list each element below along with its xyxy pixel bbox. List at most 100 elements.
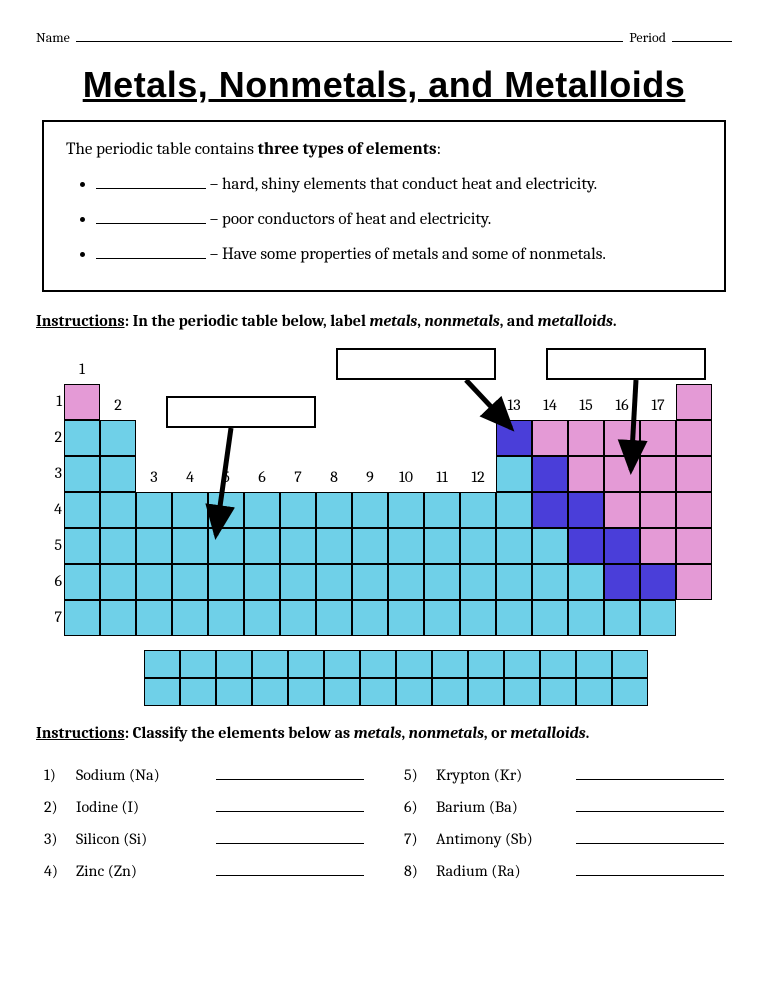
pt-cell bbox=[352, 384, 388, 420]
pt-cell bbox=[100, 384, 136, 420]
pt-cell bbox=[532, 528, 568, 564]
pt-cell bbox=[352, 600, 388, 636]
pt-cell bbox=[64, 564, 100, 600]
pt-cell bbox=[208, 456, 244, 492]
pt-fblock-cell bbox=[540, 678, 576, 706]
pt-fblock-cell bbox=[360, 678, 396, 706]
pt-cell bbox=[64, 384, 100, 420]
pt-cell bbox=[496, 384, 532, 420]
pt-fblock-cell bbox=[360, 650, 396, 678]
instructions-1: Instructions: In the periodic table belo… bbox=[36, 312, 732, 330]
pt-cell bbox=[280, 600, 316, 636]
answer-blank[interactable] bbox=[576, 830, 724, 844]
pt-cell bbox=[640, 456, 676, 492]
row-label: 2 bbox=[44, 428, 62, 446]
answer-blank[interactable] bbox=[216, 830, 364, 844]
pt-cell bbox=[460, 600, 496, 636]
pt-cell bbox=[352, 528, 388, 564]
pt-cell bbox=[64, 528, 100, 564]
classify-num: 5) bbox=[404, 766, 426, 784]
pt-cell bbox=[172, 528, 208, 564]
answer-blank[interactable] bbox=[216, 766, 364, 780]
pt-fblock-cell bbox=[324, 678, 360, 706]
periodic-table: 1 2 18 3456789101112 1314151617 1234567 bbox=[36, 340, 732, 710]
pt-fblock-cell bbox=[324, 650, 360, 678]
intro-bullet-2: – poor conductors of heat and electricit… bbox=[96, 206, 702, 235]
pt-main-grid bbox=[64, 384, 712, 636]
pt-fblock-cell bbox=[144, 678, 180, 706]
pt-fblock-cell bbox=[288, 678, 324, 706]
pt-cell bbox=[460, 564, 496, 600]
pt-cell bbox=[640, 420, 676, 456]
pt-cell bbox=[424, 600, 460, 636]
pt-cell bbox=[604, 492, 640, 528]
pt-cell bbox=[532, 600, 568, 636]
classify-name: Radium (Ra) bbox=[436, 862, 566, 880]
pt-cell bbox=[676, 384, 712, 420]
pt-cell bbox=[208, 564, 244, 600]
classify-item: 4)Zinc (Zn) bbox=[44, 862, 364, 880]
pt-cell bbox=[172, 564, 208, 600]
pt-cell bbox=[460, 420, 496, 456]
pt-cell bbox=[496, 528, 532, 564]
pt-cell bbox=[352, 492, 388, 528]
label-box-2[interactable] bbox=[336, 348, 496, 380]
pt-cell bbox=[388, 420, 424, 456]
classify-item: 7)Antimony (Sb) bbox=[404, 830, 724, 848]
pt-cell bbox=[136, 564, 172, 600]
pt-cell bbox=[676, 492, 712, 528]
label-box-1[interactable] bbox=[166, 396, 316, 428]
pt-cell bbox=[496, 564, 532, 600]
classify-name: Iodine (I) bbox=[76, 798, 206, 816]
answer-blank[interactable] bbox=[576, 862, 724, 876]
pt-cell bbox=[136, 600, 172, 636]
pt-fblock-cell bbox=[612, 678, 648, 706]
pt-cell bbox=[136, 528, 172, 564]
blank-3[interactable] bbox=[96, 245, 206, 259]
pt-cell bbox=[208, 528, 244, 564]
row-label: 5 bbox=[44, 536, 62, 554]
pt-cell bbox=[568, 492, 604, 528]
answer-blank[interactable] bbox=[576, 766, 724, 780]
pt-cell bbox=[64, 456, 100, 492]
label-box-3[interactable] bbox=[546, 348, 706, 380]
pt-cell bbox=[352, 456, 388, 492]
blank-2[interactable] bbox=[96, 210, 206, 224]
classify-item: 5)Krypton (Kr) bbox=[404, 766, 724, 784]
intro-box: The periodic table contains three types … bbox=[42, 120, 726, 292]
pt-cell bbox=[532, 564, 568, 600]
classify-item: 8) Radium (Ra) bbox=[404, 862, 724, 880]
name-blank[interactable] bbox=[76, 28, 623, 42]
classify-item: 2)Iodine (I) bbox=[44, 798, 364, 816]
classify-right: 5)Krypton (Kr)6)Barium (Ba)7)Antimony (S… bbox=[404, 752, 724, 894]
pt-cell bbox=[568, 564, 604, 600]
pt-cell bbox=[676, 528, 712, 564]
pt-cell bbox=[424, 384, 460, 420]
worksheet-header: Name Period bbox=[36, 28, 732, 46]
pt-cell bbox=[640, 384, 676, 420]
pt-cell bbox=[244, 564, 280, 600]
answer-blank[interactable] bbox=[216, 798, 364, 812]
pt-cell bbox=[208, 600, 244, 636]
classify-name: Sodium (Na) bbox=[76, 766, 206, 784]
pt-cell bbox=[388, 384, 424, 420]
answer-blank[interactable] bbox=[216, 862, 364, 876]
pt-cell bbox=[316, 492, 352, 528]
pt-cell bbox=[172, 600, 208, 636]
pt-cell bbox=[460, 492, 496, 528]
blank-1[interactable] bbox=[96, 175, 206, 189]
pt-fblock-cell bbox=[576, 678, 612, 706]
row-label: 3 bbox=[44, 464, 62, 482]
row-label: 6 bbox=[44, 572, 62, 590]
pt-cell bbox=[100, 456, 136, 492]
pt-cell bbox=[604, 600, 640, 636]
pt-cell bbox=[316, 420, 352, 456]
row-label: 7 bbox=[44, 608, 62, 626]
classify-item: 1)Sodium (Na) bbox=[44, 766, 364, 784]
intro-bullet-3: – Have some properties of metals and som… bbox=[96, 241, 702, 270]
period-blank[interactable] bbox=[672, 28, 732, 42]
pt-cell bbox=[460, 528, 496, 564]
pt-fblock-cell bbox=[468, 650, 504, 678]
classify-num: 8) bbox=[404, 862, 426, 880]
answer-blank[interactable] bbox=[576, 798, 724, 812]
